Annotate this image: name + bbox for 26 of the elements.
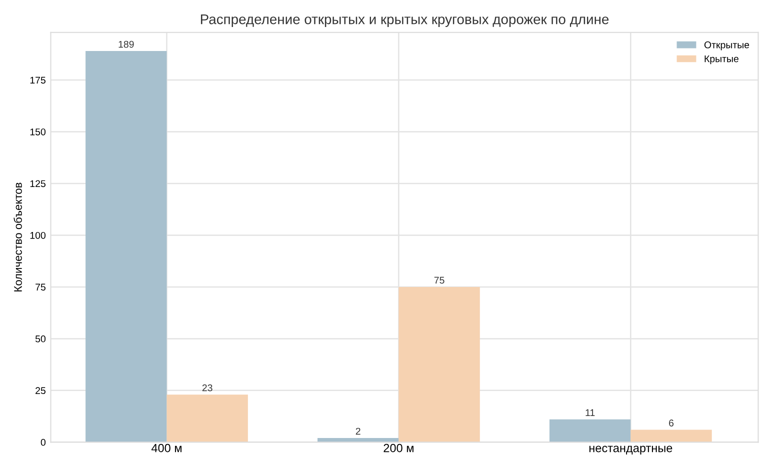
legend-label: Открытые [704,41,750,50]
x-tick-label: 200 м [384,444,414,452]
chart-title: Распределение открытых и крытых круговых дорожек по длине [200,14,609,27]
y-tick-label: 100 [30,232,46,239]
data-label: 2 [356,428,360,435]
bar [166,394,248,442]
data-label: 189 [118,40,134,48]
data-label: 6 [669,420,674,426]
y-tick-label: 150 [30,128,46,136]
y-tick-label: 0 [40,438,46,446]
y-tick-label: 50 [35,335,46,342]
bar [398,286,480,442]
x-tick-label: 400 м [151,444,182,452]
bar [549,419,631,442]
y-axis-title: Количество объектов [14,182,22,292]
data-label: 23 [202,384,212,392]
x-tick-label: нестандартные [589,446,672,455]
y-tick-label: 175 [30,76,46,84]
bar [630,430,712,442]
data-label: 75 [434,276,444,284]
data-label: 11 [586,409,595,416]
y-tick-label: 75 [36,284,46,291]
bar [86,51,167,442]
legend-label: Крытые [704,55,738,64]
y-tick-label: 125 [30,180,46,188]
y-tick-label: 25 [36,387,46,394]
